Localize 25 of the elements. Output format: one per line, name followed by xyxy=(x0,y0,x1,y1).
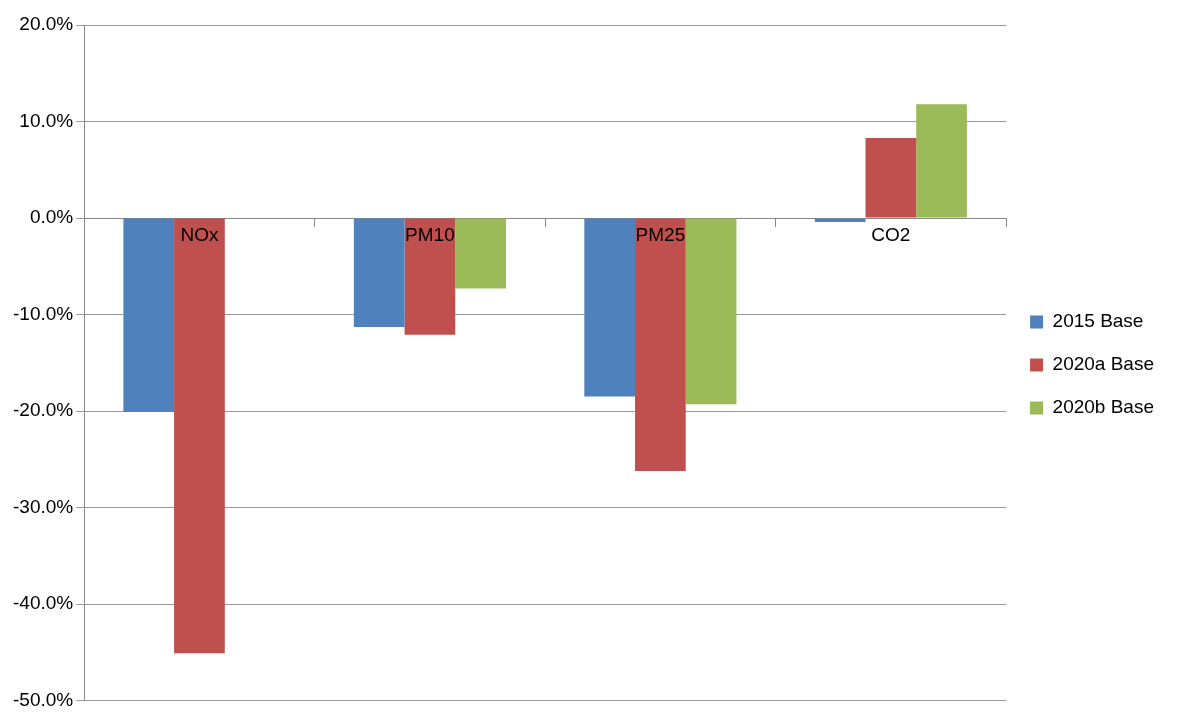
y-tick-label: 10.0% xyxy=(19,109,74,131)
y-tick-label: -40.0% xyxy=(13,592,74,614)
y-tick-label: 0.0% xyxy=(29,206,74,228)
bar xyxy=(404,218,456,335)
x-tick-label: CO2 xyxy=(871,223,911,245)
x-tick-label: PM10 xyxy=(405,223,455,245)
x-tick-label: NOx xyxy=(180,223,219,245)
bar xyxy=(123,218,175,413)
bar xyxy=(353,218,405,328)
legend-label: 2015 Base xyxy=(1052,310,1144,332)
y-tick-label: -50.0% xyxy=(13,688,74,710)
y-tick-label: -10.0% xyxy=(13,302,74,324)
y-tick-label: -20.0% xyxy=(13,399,74,421)
legend-label: 2020a Base xyxy=(1052,353,1154,375)
bar xyxy=(584,218,636,397)
bar xyxy=(635,218,686,471)
y-tick-label: -30.0% xyxy=(13,495,74,517)
bar xyxy=(455,218,506,289)
bar xyxy=(865,137,917,218)
y-tick-label: 20.0% xyxy=(19,13,74,35)
x-tick-label: PM25 xyxy=(635,223,686,245)
bar xyxy=(685,218,737,405)
bar xyxy=(916,104,967,218)
legend-label: 2020b Base xyxy=(1052,396,1154,418)
bar xyxy=(174,218,225,654)
